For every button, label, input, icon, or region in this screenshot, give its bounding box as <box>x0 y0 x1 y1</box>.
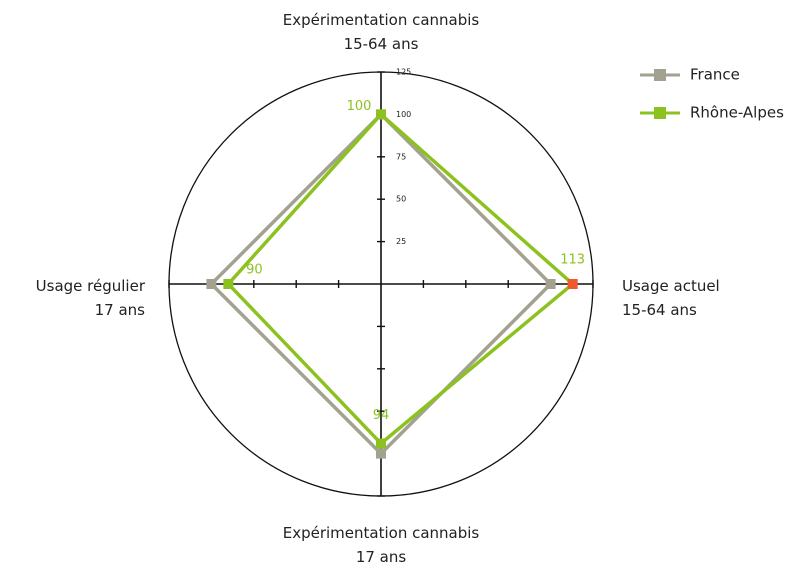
category-label: Expérimentation cannabis 15-64 ans <box>283 11 480 53</box>
value-label: 94 <box>373 408 390 423</box>
series-line <box>225 111 576 446</box>
legend-marker <box>654 107 666 119</box>
point <box>376 448 386 459</box>
tick-label: 25 <box>396 237 406 246</box>
category-label: Usage actuel 15-64 ans <box>622 277 720 319</box>
point <box>545 279 556 289</box>
legend-marker <box>654 69 666 81</box>
value-label: 113 <box>560 253 585 268</box>
value-label: 100 <box>347 99 372 114</box>
value-label: 90 <box>246 263 263 278</box>
legend-label: Rhône-Alpes <box>690 104 784 122</box>
legend-label: France <box>690 66 740 84</box>
tick-label: 75 <box>396 152 406 161</box>
category-label: Usage régulier 17 ans <box>36 277 146 319</box>
point <box>567 279 578 289</box>
category-label: Expérimentation cannabis 17 ans <box>283 524 480 566</box>
point <box>223 279 234 289</box>
tick-label: 50 <box>396 195 406 204</box>
point <box>206 279 217 289</box>
point <box>376 438 386 449</box>
tick-label: 100 <box>396 110 411 119</box>
point <box>376 109 386 120</box>
tick-label: 125 <box>396 68 411 77</box>
